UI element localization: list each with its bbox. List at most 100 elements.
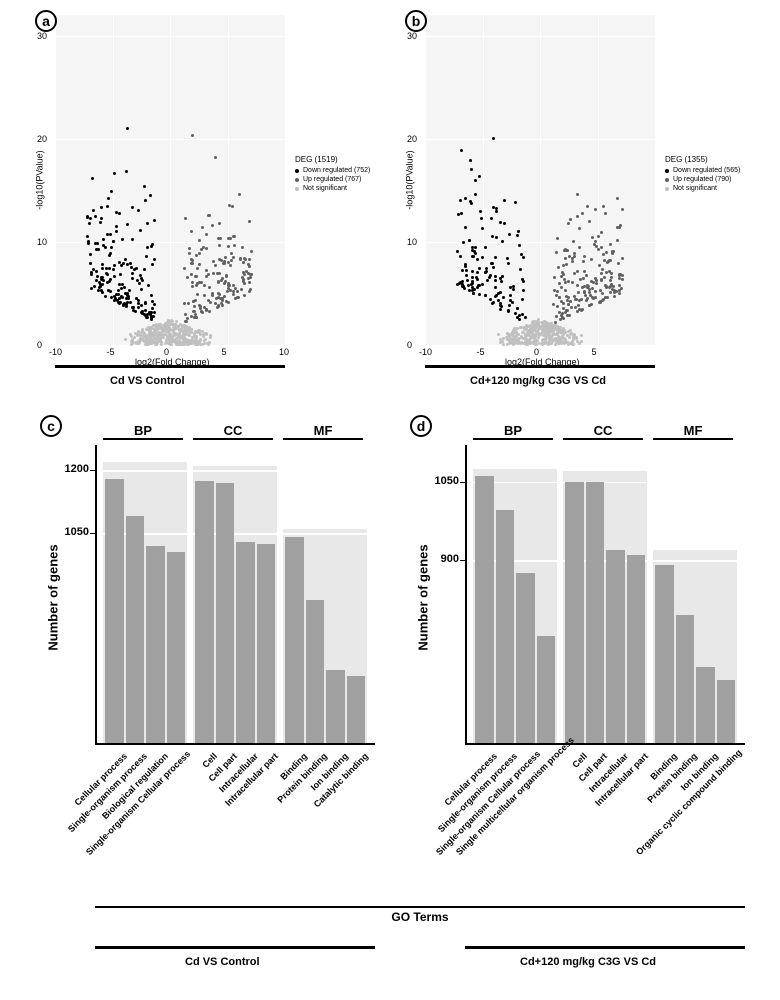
bar xyxy=(167,552,186,743)
bar xyxy=(586,482,605,743)
volcano-point xyxy=(575,337,578,340)
volcano-point xyxy=(191,134,194,137)
volcano-point xyxy=(534,320,537,323)
volcano-point xyxy=(494,275,497,278)
volcano-point xyxy=(570,342,573,345)
bar xyxy=(475,476,494,743)
volcano-point xyxy=(582,260,585,263)
volcano-point xyxy=(221,304,224,307)
volcano-point xyxy=(563,249,566,252)
volcano-point xyxy=(191,285,194,288)
xtick: 0 xyxy=(164,347,169,357)
volcano-point xyxy=(186,333,189,336)
volcano-point xyxy=(558,296,561,299)
volcano-point xyxy=(552,338,555,341)
volcano-point xyxy=(186,276,189,279)
volcano-point xyxy=(115,225,118,228)
volcano-point xyxy=(201,311,204,314)
volcano-point xyxy=(248,220,251,223)
volcano-point xyxy=(196,282,199,285)
volcano-point xyxy=(217,280,220,283)
volcano-point xyxy=(512,285,515,288)
volcano-point xyxy=(193,310,196,313)
volcano-point xyxy=(162,324,165,327)
bar xyxy=(627,555,646,743)
volcano-point xyxy=(507,334,510,337)
volcano-point xyxy=(469,159,472,162)
volcano-point xyxy=(153,258,156,261)
volcano-point xyxy=(227,245,230,248)
volcano-point xyxy=(484,246,487,249)
xtick: -10 xyxy=(419,347,432,357)
volcano-point xyxy=(601,292,604,295)
volcano-point xyxy=(185,320,188,323)
volcano-point xyxy=(197,329,200,332)
volcano-point xyxy=(124,338,127,341)
volcano-point xyxy=(212,260,215,263)
volcano-point xyxy=(135,267,138,270)
volcano-point xyxy=(222,262,225,265)
volcano-point xyxy=(106,205,109,208)
volcano-point xyxy=(227,301,230,304)
volcano-point xyxy=(101,283,104,286)
volcano-point xyxy=(476,271,479,274)
volcano-point xyxy=(95,270,98,273)
volcano-point xyxy=(491,235,494,238)
volcano-point xyxy=(226,290,229,293)
volcano-point xyxy=(567,222,570,225)
volcano-point xyxy=(618,277,621,280)
volcano-point xyxy=(558,282,561,285)
volcano-point xyxy=(211,292,214,295)
volcano-point xyxy=(583,270,586,273)
bar xyxy=(655,565,674,743)
volcano-point xyxy=(522,256,525,259)
volcano-point xyxy=(461,269,464,272)
volcano-point xyxy=(208,214,211,217)
legend-item: Up regulated (790) xyxy=(665,176,740,183)
volcano-point xyxy=(571,281,574,284)
volcano-point xyxy=(588,304,591,307)
grid-line xyxy=(653,560,737,562)
volcano-point xyxy=(98,286,101,289)
volcano-point xyxy=(110,246,113,249)
bar-c-ylabel: Number of genes xyxy=(46,544,61,650)
bar-ytick-mark xyxy=(460,482,465,483)
volcano-point xyxy=(609,243,612,246)
volcano-point xyxy=(500,280,503,283)
volcano-point xyxy=(200,281,203,284)
volcano-point xyxy=(506,343,509,346)
volcano-point xyxy=(617,262,620,265)
volcano-point xyxy=(125,305,128,308)
volcano-point xyxy=(476,258,479,261)
volcano-point xyxy=(125,170,128,173)
volcano-point xyxy=(503,222,506,225)
bar xyxy=(565,482,584,743)
volcano-point xyxy=(113,264,116,267)
volcano-point xyxy=(492,206,495,209)
volcano-point xyxy=(236,290,239,293)
bar xyxy=(306,600,325,743)
volcano-point xyxy=(497,292,500,295)
volcano-point xyxy=(120,287,123,290)
volcano-point xyxy=(100,217,103,220)
xtick: -5 xyxy=(107,347,115,357)
volcano-point xyxy=(96,242,99,245)
volcano-point xyxy=(581,308,584,311)
volcano-point xyxy=(603,276,606,279)
volcano-point xyxy=(577,304,580,307)
volcano-point xyxy=(88,222,91,225)
volcano-point xyxy=(618,226,621,229)
volcano-point xyxy=(567,280,570,283)
volcano-point xyxy=(479,210,482,213)
volcano-point xyxy=(102,238,105,241)
volcano-point xyxy=(106,273,109,276)
volcano-point xyxy=(600,246,603,249)
volcano-point xyxy=(576,340,579,343)
volcano-point xyxy=(591,236,594,239)
volcano-point xyxy=(554,321,557,324)
panel-label-c: c xyxy=(40,415,62,437)
volcano-point xyxy=(490,217,493,220)
volcano-point xyxy=(621,278,624,281)
volcano-point xyxy=(511,301,514,304)
legend-item: Not significant xyxy=(295,185,370,192)
